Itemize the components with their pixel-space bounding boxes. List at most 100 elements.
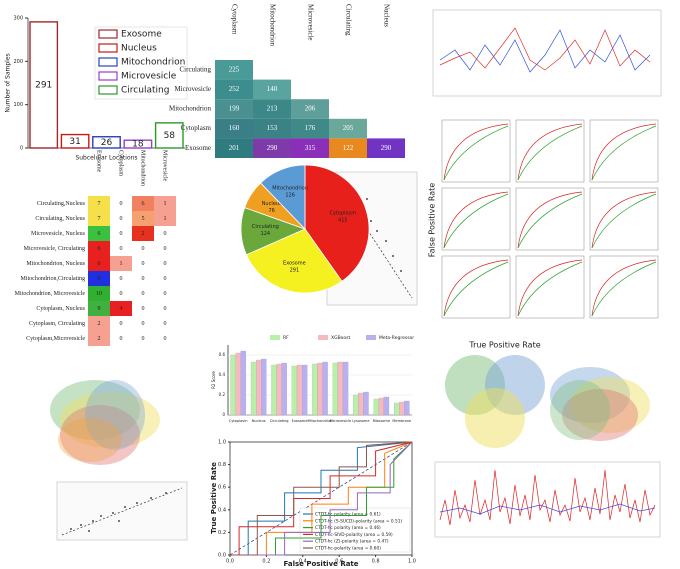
y-tick-label: 100: [13, 102, 23, 108]
cell-value: 0: [142, 291, 145, 297]
x-axis-label: Subcelular Locations: [75, 155, 137, 162]
cell-value: 6: [98, 231, 101, 237]
slice-label: Nucleus: [262, 201, 282, 207]
slice-label: Exosome: [283, 261, 306, 267]
legend-label: Meta-Regressor: [379, 335, 414, 341]
bar: [240, 350, 246, 416]
heatmap-cell: [215, 138, 253, 158]
heatmap-cell: [110, 316, 132, 331]
bar: [123, 139, 153, 149]
cell-value: 0: [142, 336, 145, 342]
cell-value: 0: [164, 261, 167, 267]
legend-swatch: [366, 335, 376, 340]
bar: [363, 391, 369, 416]
heatmap-cell: [291, 99, 329, 119]
bar: [373, 398, 379, 416]
row-label: Microvesicle: [174, 85, 211, 93]
roc-curve: [230, 441, 413, 556]
x-tick-label: 0.0: [226, 559, 234, 565]
bar: [235, 352, 241, 416]
heatmap-cell: [110, 226, 132, 241]
heatmap-cell: [329, 138, 367, 158]
legend-label: XGBoost: [331, 335, 351, 341]
cell-value: 5: [142, 216, 145, 222]
row-label: Circulating, Nucleus: [35, 216, 85, 222]
roc-curve: [230, 441, 413, 556]
x-axis-label: False Positive Rate: [283, 560, 358, 568]
cell-value: 2: [98, 336, 101, 342]
cell-value: 201: [229, 144, 240, 152]
cell-value: 0: [142, 276, 145, 282]
legend-label: Circulating: [121, 86, 169, 96]
legend-label: Microvesicle: [121, 72, 177, 82]
y-tick-label: 1.0: [218, 440, 226, 446]
slice-value: 291: [290, 268, 300, 274]
slice-value: 76: [268, 208, 274, 214]
bar-value-label: 58: [164, 131, 176, 141]
cell-value: 0: [142, 306, 145, 312]
y-tick-label: 0: [20, 146, 23, 152]
cell-value: 315: [305, 144, 316, 152]
x-tick-label: 0.4: [299, 559, 307, 565]
cell-value: 252: [229, 85, 240, 93]
cell-value: 0: [164, 306, 167, 312]
heatmap-cell: [154, 211, 176, 226]
cell-value: 0: [164, 231, 167, 237]
bar-value-label: 18: [132, 140, 144, 150]
cell-value: 0: [120, 321, 123, 327]
heatmap-cell: [132, 241, 154, 256]
row-label: Microvesicle, Circulating: [24, 246, 85, 252]
cell-value: 0: [120, 216, 123, 222]
bar-value-label: 31: [69, 137, 80, 147]
row-label: Mitochondrion, Microvesicle: [15, 291, 86, 297]
x-tick-label: 0.6: [335, 559, 343, 565]
heatmap-cell: [132, 301, 154, 316]
heatmap-cell: [88, 241, 110, 256]
heatmap-cell: [154, 196, 176, 211]
slice-value: 124: [261, 231, 271, 237]
x-tick-label: 0.2: [262, 559, 270, 565]
cell-value: 0: [164, 246, 167, 252]
heatmap-cell: [154, 316, 176, 331]
y-tick-label: 300: [13, 16, 23, 22]
heatmap-cell: [88, 256, 110, 271]
bar: [342, 361, 349, 416]
legend-swatch: [270, 335, 280, 340]
line-thumbnail: [432, 9, 662, 97]
cell-value: 0: [164, 291, 167, 297]
bar: [394, 402, 400, 416]
roc-curve: [230, 441, 413, 556]
row-label: Cytoplasm, Circulating: [29, 321, 85, 327]
bar: [332, 362, 338, 416]
heatmap-cell: [215, 118, 253, 139]
heatmap-cell: [215, 99, 253, 119]
column-label: Nucleus: [382, 4, 390, 27]
bar: [291, 365, 298, 416]
heatmap-cell: [110, 196, 132, 211]
bar: [378, 397, 384, 416]
slice-value: 126: [285, 193, 295, 199]
column-label: Exosome: [96, 150, 102, 173]
side-x-label: True Positive Rate: [468, 341, 540, 350]
x-tick-label: Lysosome: [352, 419, 369, 423]
bar: [29, 21, 59, 149]
y-axis-label: True Positive Rate: [210, 462, 218, 534]
bar: [317, 362, 323, 416]
x-tick-label: Membrane: [392, 419, 411, 423]
y-axis-label: R2 Score: [211, 371, 216, 389]
column-label: Microvesicle: [306, 4, 314, 41]
heatmap-cell: [132, 211, 154, 226]
slice-label: Cytoplasm: [330, 210, 357, 216]
legend-label: Mitochondrion: [121, 58, 185, 68]
heatmap-cell: [88, 211, 110, 226]
cell-value: 176: [305, 124, 316, 132]
row-label: Exosome: [185, 144, 211, 152]
cell-value: 122: [343, 144, 354, 152]
heatmap-cell: [253, 118, 291, 139]
legend-label: CTDT-hc (Z)-polarity (area = 0.47): [315, 539, 389, 545]
heatmap-cell: [253, 99, 291, 119]
bar: [92, 136, 121, 149]
heatmap-cell: [88, 196, 110, 211]
heatmap-cell: [88, 316, 110, 331]
bar: [250, 361, 257, 416]
